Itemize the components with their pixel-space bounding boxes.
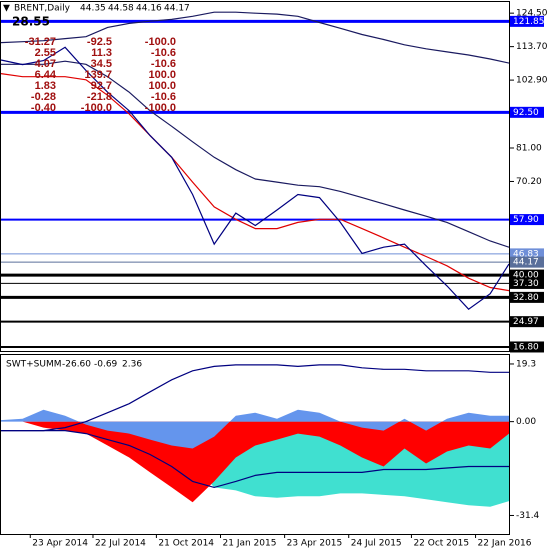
level-label: 16.80 (513, 342, 539, 352)
series-line (0, 11, 510, 64)
price-panel: 124.50 113.70 102.90 81.00 70.20 121.85 92.50 5… (0, 9, 548, 353)
x-tick-label: 22 Jul 2014 (95, 539, 146, 549)
level-label-box (510, 15, 544, 27)
indicator-panel: 19.3 0.00 -31.4 (1, 359, 540, 521)
level-label: 40.00 (513, 271, 539, 281)
stat-value: -21.8 (87, 91, 112, 103)
level-label: 46.83 (513, 249, 539, 259)
level-label: 92.50 (513, 108, 539, 118)
stat-value: -0.40 (31, 102, 56, 114)
top-value: 28.55 (12, 15, 50, 29)
stat-value: 92.7 (91, 80, 112, 92)
indicator-reading: -0.69 (94, 360, 118, 370)
level-label: 24.97 (513, 317, 539, 327)
stat-value: 2.55 (35, 47, 56, 59)
open: 44.35 (80, 4, 106, 14)
indicator-reading: 2.36 (122, 360, 142, 370)
level-label: 32.80 (513, 293, 539, 303)
level-label-box (510, 269, 544, 281)
y-tick-label: -31.4 (516, 511, 540, 521)
stat-value: 6.44 (35, 69, 57, 81)
x-tick-label: 21 Jan 2015 (223, 539, 277, 549)
high: 44.58 (108, 4, 134, 14)
stat-value: 11.3 (91, 47, 112, 59)
series-line (1, 430, 509, 489)
level-label-box (510, 316, 544, 328)
stat-value: -100.0 (145, 102, 176, 114)
indicator-title: SWT+SUMM (6, 360, 61, 370)
stat-value: -0.28 (31, 91, 56, 103)
close: 44.17 (164, 4, 190, 14)
x-tick-label: 23 Apr 2015 (287, 539, 343, 549)
level-label-box (510, 291, 544, 303)
stat-value: 4.07 (35, 58, 56, 70)
indicator-reading: -26.60 (62, 360, 91, 370)
stat-value: -10.6 (151, 58, 176, 70)
symbol-title: BRENT,Daily (14, 4, 71, 14)
series-line (0, 46, 510, 310)
y-tick-label: 0.00 (516, 417, 536, 427)
level-label-box (510, 341, 544, 353)
x-tick-label: 23 Apr 2014 (32, 539, 88, 549)
low: 44.16 (136, 4, 162, 14)
level-label-box (510, 248, 544, 260)
y-tick-label: 19.3 (516, 359, 536, 369)
y-tick-label: 102.90 (516, 76, 548, 86)
stat-value: -10.6 (151, 47, 176, 59)
y-tick-label: 113.70 (516, 42, 548, 52)
menu-arrow[interactable]: ▼ (3, 4, 10, 14)
level-label-box (510, 277, 544, 289)
stat-value: 1.83 (35, 80, 56, 92)
stat-value: -100.0 (145, 36, 176, 48)
level-label-box (510, 214, 544, 226)
level-label: 44.17 (513, 258, 539, 268)
indicator-frame (0, 354, 510, 535)
stat-value: -100.0 (81, 102, 112, 114)
series-line (1, 364, 509, 432)
series-area (1, 421, 509, 503)
level-label: 37.30 (513, 279, 539, 289)
stat-value: -10.6 (151, 91, 176, 103)
x-tick-label: 22 Oct 2015 (413, 539, 469, 549)
stat-value: 34.5 (91, 58, 112, 70)
level-label-box (510, 106, 544, 118)
stat-value: 139.7 (84, 69, 112, 81)
y-tick-label: 70.20 (516, 177, 542, 187)
stat-value: -31.27 (25, 36, 56, 48)
stat-value: -92.5 (87, 36, 112, 48)
level-label-box (510, 256, 544, 268)
y-tick-label: 81.00 (516, 143, 542, 153)
series-line (1, 60, 510, 248)
x-tick-label: 24 Jul 2015 (351, 539, 402, 549)
y-tick-label: 124.50 (516, 9, 548, 19)
level-label: 121.85 (513, 17, 545, 27)
price-frame (0, 1, 510, 352)
stat-value: 100.0 (148, 69, 176, 81)
level-label: 57.90 (513, 215, 539, 225)
x-tick-label: 21 Oct 2014 (158, 539, 214, 549)
series-area (1, 409, 509, 449)
series-line (0, 73, 510, 292)
stat-value: 100.0 (148, 80, 176, 92)
x-tick-label: 22 Jan 2016 (478, 539, 532, 549)
